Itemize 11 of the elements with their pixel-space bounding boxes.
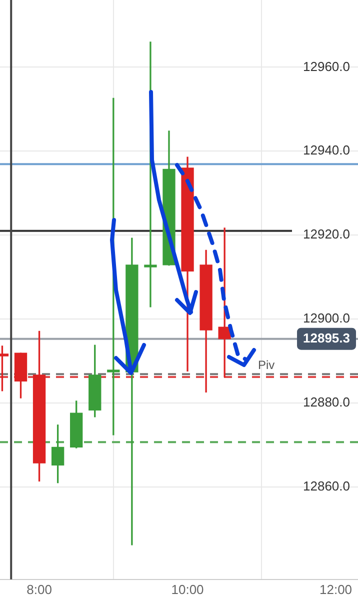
y-tick-label: 12880.0: [303, 394, 350, 410]
y-tick-label: 12960.0: [303, 58, 350, 74]
x-tick-label: 8:00: [26, 582, 52, 597]
y-tick-label: 12920.0: [303, 226, 350, 242]
annotation: Piv: [258, 358, 275, 372]
y-tick-label: 12860.0: [303, 478, 350, 494]
x-tick-label: 10:00: [171, 582, 204, 597]
ref-line-label: 12895.3: [303, 330, 350, 346]
y-tick-label: 12900.0: [303, 310, 350, 326]
y-tick-label: 12940.0: [303, 142, 350, 158]
x-tick-label: 12:00: [319, 582, 352, 597]
